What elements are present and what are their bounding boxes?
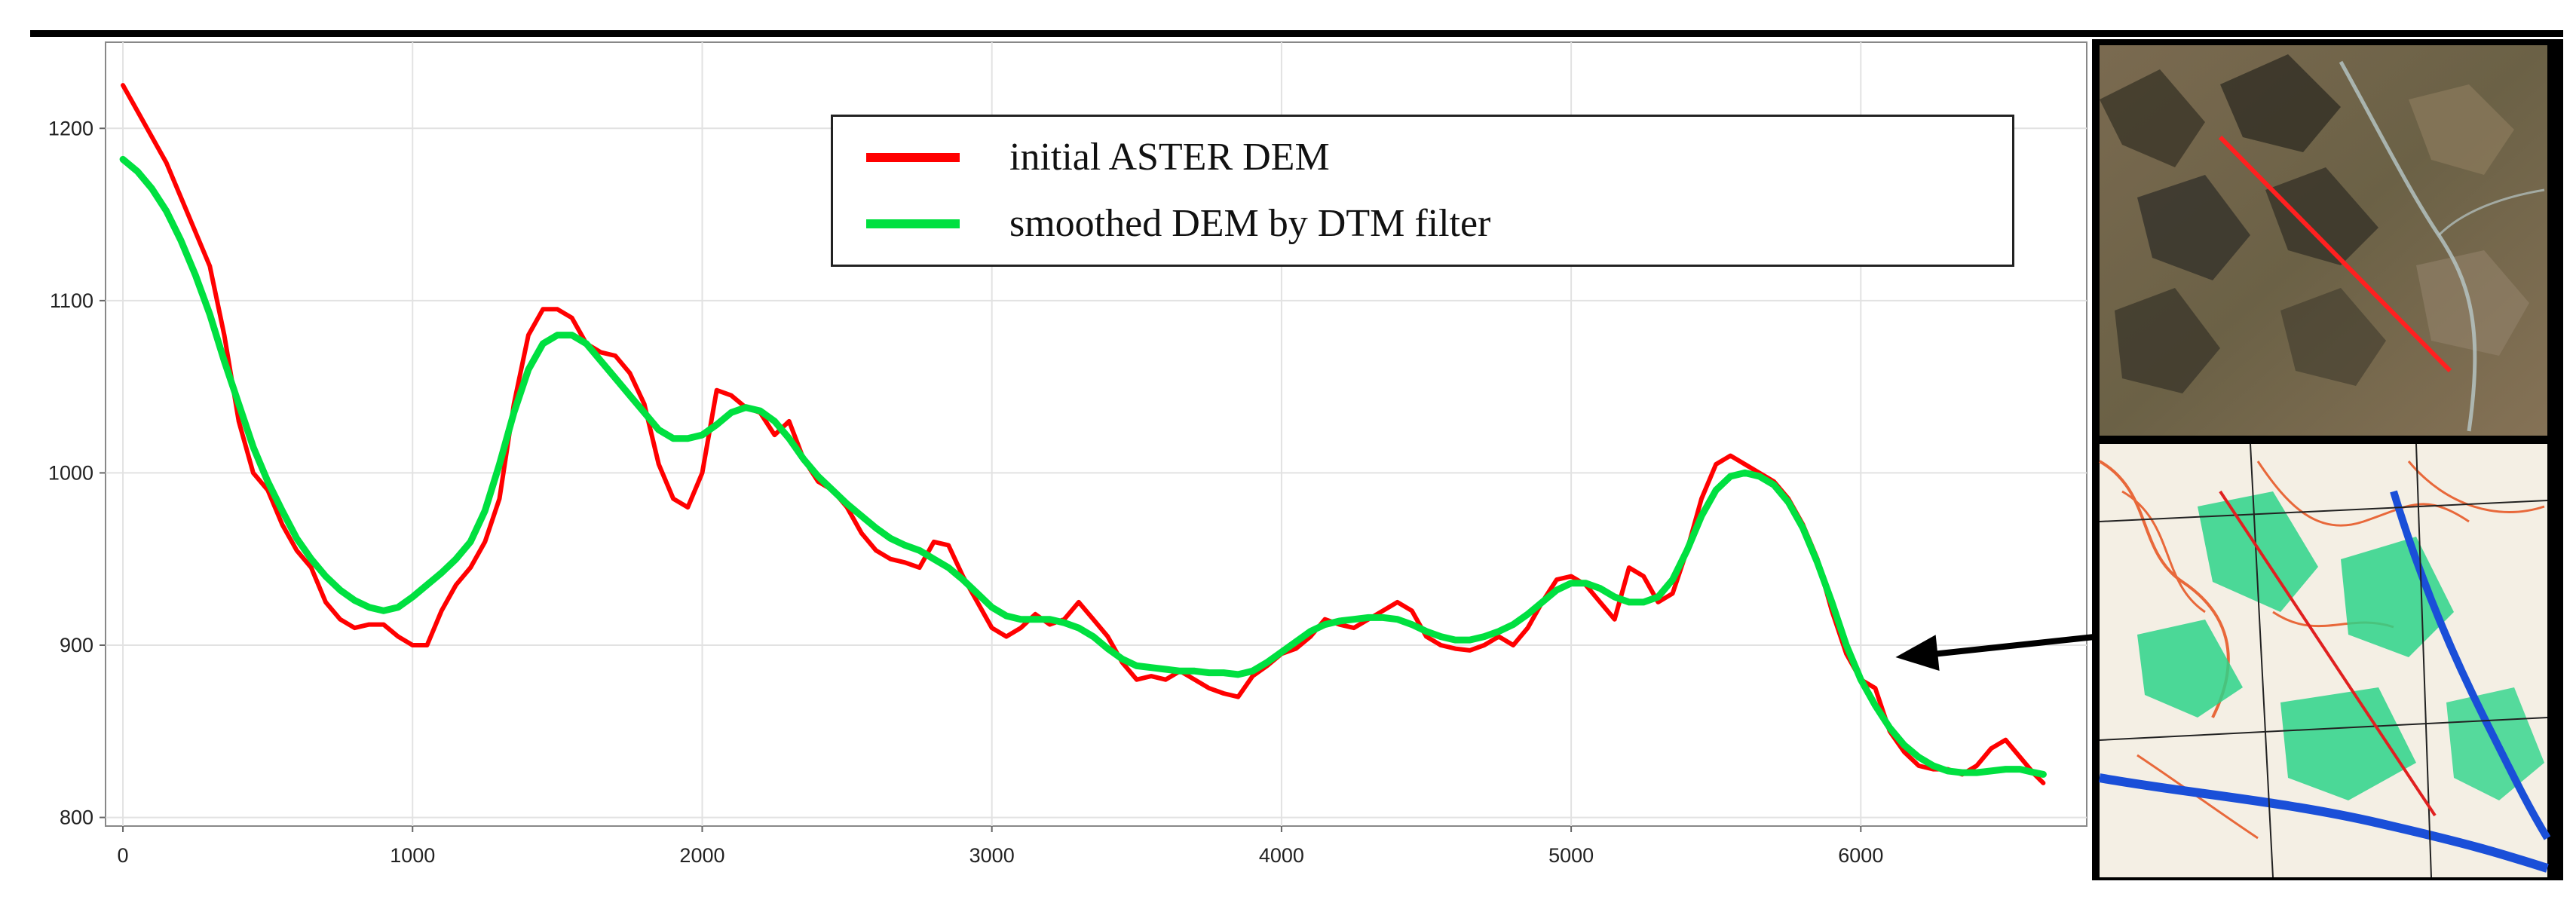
legend-swatch-green — [866, 219, 960, 228]
y-tick-label: 1100 — [50, 289, 93, 312]
series-line-initial-aster-dem — [121, 83, 2046, 785]
legend-swatch-red — [866, 153, 960, 162]
top-rule — [30, 30, 2563, 37]
arrow-head — [1895, 635, 1940, 672]
x-tick-label: 6000 — [1838, 844, 1883, 867]
x-tick-label: 2000 — [679, 844, 724, 867]
topographic-map-image — [2098, 443, 2551, 878]
x-tick-label: 0 — [118, 844, 129, 867]
profile-line-satellite — [2218, 135, 2452, 373]
x-tick-label: 3000 — [969, 844, 1015, 867]
inset-panel — [2092, 39, 2563, 880]
series-lines — [119, 83, 2047, 785]
legend-label: initial ASTER DEM — [1009, 136, 1330, 179]
x-tick-label: 4000 — [1259, 844, 1304, 867]
legend: initial ASTER DEM smoothed DEM by DTM fi… — [831, 115, 2014, 267]
legend-label: smoothed DEM by DTM filter — [1009, 202, 1491, 245]
series-line-smoothed-dem — [119, 155, 2047, 778]
inset-images — [2098, 45, 2551, 878]
x-tick-label: 1000 — [390, 844, 435, 867]
x-axis-ticks: 0 1000 2000 3000 4000 5000 6000 — [118, 826, 1883, 867]
y-tick-label: 900 — [60, 634, 93, 656]
legend-entry-smoothed-dem: smoothed DEM by DTM filter — [833, 201, 2012, 246]
y-tick-label: 800 — [60, 806, 93, 829]
x-tick-label: 5000 — [1548, 844, 1594, 867]
y-tick-label: 1200 — [48, 117, 93, 139]
satellite-image — [2100, 45, 2547, 436]
legend-entry-initial-aster-dem: initial ASTER DEM — [833, 135, 2012, 180]
y-tick-label: 1000 — [48, 461, 93, 484]
profile-line-map — [2219, 490, 2437, 817]
y-axis-ticks: 800 900 1000 1100 1200 — [48, 117, 106, 829]
